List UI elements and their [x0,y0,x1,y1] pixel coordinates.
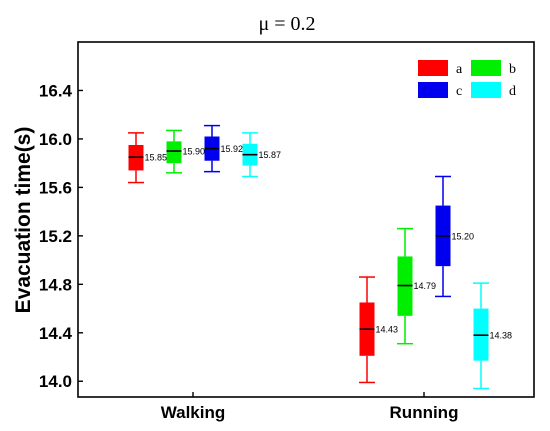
x-tick-label: Running [390,403,459,422]
legend-label-a: a [456,62,463,77]
y-tick-label: 15.6 [39,178,72,197]
y-tick-label: 16.0 [39,130,72,149]
box-a-running: 14.43 [359,276,399,384]
data-label: 15.85 [145,153,168,163]
legend: a b c d [418,60,516,99]
box-d-walking: 15.87 [242,132,282,178]
legend-label-d: d [509,84,516,99]
y-tick-label: 16.4 [39,81,73,100]
legend-swatch-a [418,60,448,76]
y-tick-label: 14.0 [39,372,72,391]
data-label: 14.38 [490,331,513,341]
box-b-running: 14.79 [397,227,437,345]
data-label: 15.90 [183,147,206,157]
y-axis-label: Evacuation time(s) [12,127,35,314]
box-d-running: 14.38 [473,282,513,390]
y-tick-label: 15.2 [39,227,72,246]
box-iqr [166,141,182,164]
plot-frame [77,41,535,398]
legend-swatch-b [471,60,501,76]
y-tick-label: 14.4 [39,324,73,343]
data-label: 14.79 [414,281,437,291]
box-b-walking: 15.90 [166,129,206,174]
box-a-walking: 15.85 [128,132,168,184]
data-label: 15.87 [259,150,282,160]
y-axis: 14.0 14.4 14.8 15.2 15.6 16.0 16.4 [39,81,83,391]
x-axis: Walking Running [161,392,459,422]
data-label: 14.43 [376,325,399,335]
box-c-running: 15.20 [435,175,475,298]
legend-swatch-d [471,82,501,98]
legend-swatch-c [418,82,448,98]
legend-label-c: c [456,84,462,99]
data-label: 15.92 [221,144,244,154]
x-tick-label: Walking [161,403,226,422]
box-c-walking: 15.92 [204,124,244,173]
data-label: 15.20 [452,231,475,241]
box-plots: 15.85 14.43 15.90 14.79 15.92 15.20 15.87 14.38 [128,124,513,390]
legend-label-b: b [509,62,516,77]
y-tick-label: 14.8 [39,275,72,294]
chart-title: μ = 0.2 [258,13,315,35]
